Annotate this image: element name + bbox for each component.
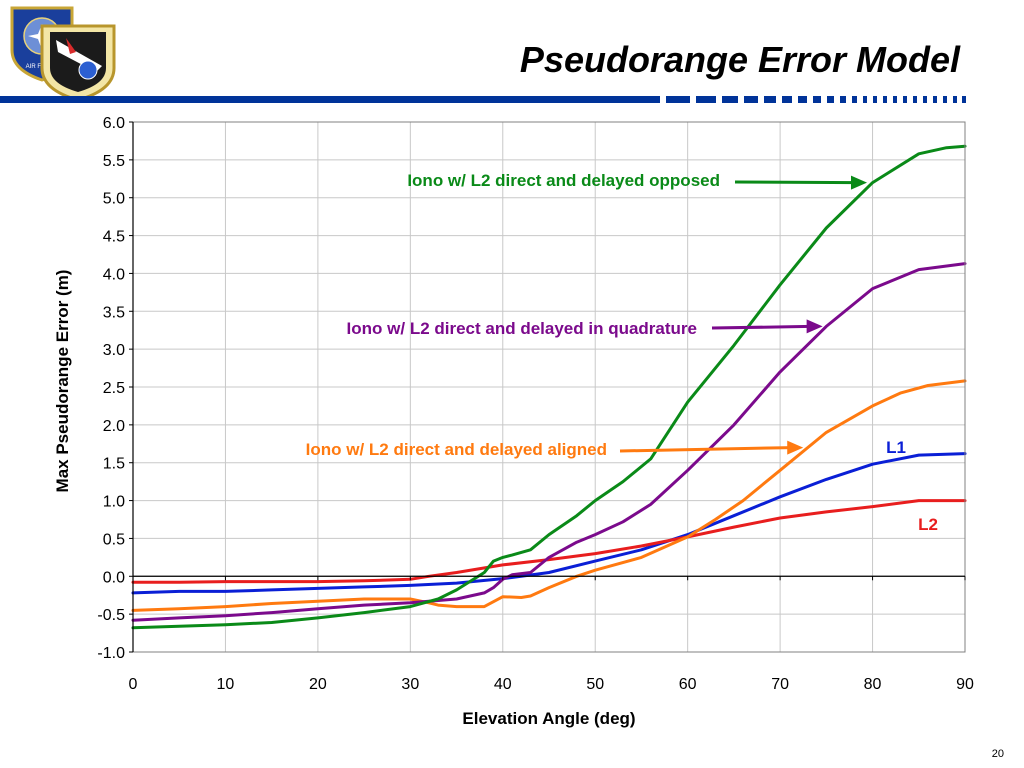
y-tick-label: 5.0 [103,191,125,208]
y-tick-label: 0.0 [103,569,125,586]
y-tick-label: 6.0 [103,115,125,132]
y-tick-label: 1.5 [103,456,125,473]
annotation-arrow-line [711,324,811,330]
annotation-label: L2 [918,515,938,534]
series-line-l1 [131,452,967,595]
series-group [131,144,967,630]
y-tick-label: -1.0 [97,645,125,662]
x-tick-label: 30 [401,676,419,693]
x-tick-label: 50 [586,676,604,693]
y-tick-label: 2.0 [103,418,125,435]
y-tick-label: 1.0 [103,494,125,511]
y-tick-label: 4.5 [103,229,125,246]
y-tick-label: 3.0 [103,342,125,359]
annotation-arrow-line [734,180,856,185]
annotation-arrowhead [851,175,868,190]
annotation-label: L1 [886,438,906,457]
annotation-label: Iono w/ L2 direct and delayed in quadrat… [347,319,697,338]
x-tick-label: 20 [309,676,327,693]
y-axis-label: Max Pseudorange Error (m) [53,270,72,493]
title-banner [0,96,966,103]
axes: 6.0 5.5 5.0 4.5 4.0 3.5 3.0 2.5 2.0 1.5 1.0 0.5 0.0 -… [53,115,974,728]
page-title: Pseudorange Error Model [519,39,960,80]
x-tick-label: 90 [956,676,974,693]
annotation-label: Iono w/ L2 direct and delayed aligned [306,440,607,459]
annotations: Iono w/ L2 direct and delayed opposed Ion… [306,171,938,534]
y-tick-label: 4.0 [103,266,125,283]
y-tick-label: 0.5 [103,531,125,548]
annotation-arrowhead [787,440,804,455]
series-line-l2 [131,499,967,584]
x-tick-label: 60 [679,676,697,693]
space-and-missile-systems-center-emblem [40,24,116,102]
x-tick-label: 70 [771,676,789,693]
series-line-iono-w-l2-direct-and-delayed-aligned [131,379,967,612]
y-tick-label: 2.5 [103,380,125,397]
y-tick-label: 5.5 [103,153,125,170]
x-axis-label: Elevation Angle (deg) [462,709,635,728]
y-tick-label: 3.5 [103,304,125,321]
x-tick-label: 10 [217,676,235,693]
x-tick-label: 0 [129,676,138,693]
slide-number: 20 [991,748,1004,760]
series-line-iono-w-l2-direct-and-delayed-opposed [131,144,967,630]
annotation-arrow-line [619,446,792,453]
series-line-iono-w-l2-direct-and-delayed-in-quadrature [131,262,967,622]
annotation-label: Iono w/ L2 direct and delayed opposed [407,171,720,190]
x-tick-label: 80 [864,676,882,693]
x-tick-label: 40 [494,676,512,693]
annotation-arrowhead [806,319,823,334]
y-tick-label: -0.5 [97,607,125,624]
